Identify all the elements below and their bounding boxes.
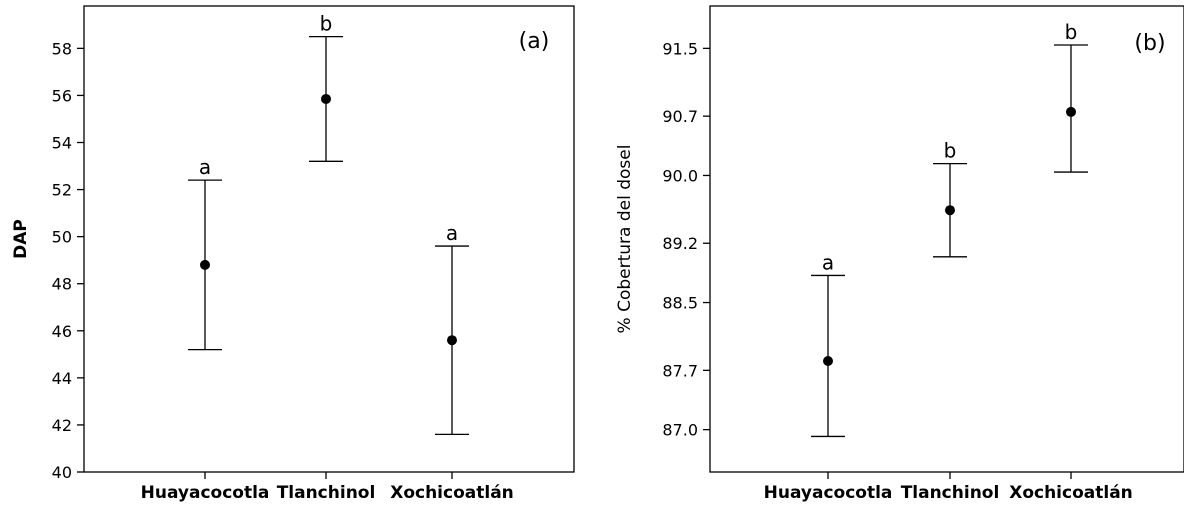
group-letter: a [822, 250, 834, 274]
panel-b: 87.0 87.7 88.5 89.2 90.0 90.7 91.5 Huayacocotla… [615, 5, 1184, 503]
y-tick-label: 89.2 [662, 234, 698, 253]
panel-label: (b) [1134, 31, 1165, 56]
y-axis-title: % Cobertura del dosel [615, 145, 635, 334]
mean-point [945, 205, 955, 216]
mean-point [200, 259, 210, 270]
category-label: Huayacocotla [764, 483, 893, 503]
category-label: Huayacocotla [141, 483, 270, 503]
group-letter: b [320, 12, 333, 36]
panel-a: 40 42 44 46 48 50 52 54 56 58 Huayacocotla Tlanchin… [11, 5, 575, 503]
y-tick-label: 58 [52, 39, 72, 58]
y-tick-label: 87.7 [662, 361, 698, 380]
y-tick-label: 91.5 [662, 39, 698, 58]
y-tick-label: 88.5 [662, 294, 698, 313]
group-letter: a [446, 221, 458, 245]
category-label: Tlanchinol [277, 483, 376, 503]
y-tick-label: 90.0 [662, 166, 698, 185]
y-tick-label: 44 [52, 369, 72, 388]
mean-point [1066, 106, 1076, 117]
category-label: Tlanchinol [901, 483, 1000, 503]
mean-point [321, 93, 331, 104]
y-tick-label: 48 [52, 275, 72, 294]
y-tick-label: 50 [52, 228, 72, 247]
group-letter: b [944, 139, 957, 163]
group-letter: a [199, 155, 211, 179]
group-letter: b [1065, 20, 1078, 44]
plot-frame [83, 5, 575, 473]
y-tick-label: 46 [52, 322, 72, 341]
y-tick-label: 90.7 [662, 107, 698, 126]
plot-frame [709, 5, 1184, 473]
y-tick-label: 40 [52, 463, 72, 482]
category-label: Xochicoatlán [390, 483, 514, 503]
mean-point [823, 356, 833, 367]
y-tick-label: 52 [52, 181, 72, 200]
y-tick-label: 42 [52, 416, 72, 435]
y-axis-title: DAP [11, 219, 31, 259]
category-label: Xochicoatlán [1009, 483, 1133, 503]
mean-point [447, 335, 457, 346]
y-tick-label: 54 [52, 134, 72, 153]
y-tick-label: 56 [52, 86, 72, 105]
panel-label: (a) [519, 29, 550, 54]
y-tick-label: 87.0 [662, 421, 698, 440]
